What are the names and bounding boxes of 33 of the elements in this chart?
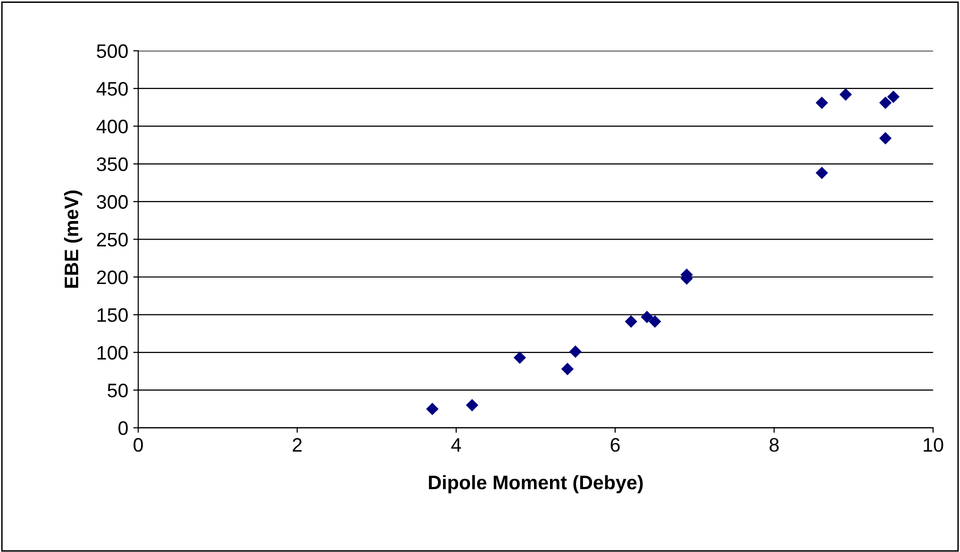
y-tick-label: 500 [96, 44, 128, 58]
x-axis-title: Dipole Moment (Debye) [428, 475, 643, 494]
y-axis-title: EBE (meV) [64, 190, 82, 288]
x-tick-label: 0 [134, 438, 143, 452]
y-tick-label: 350 [96, 157, 128, 172]
y-tick-label: 50 [108, 384, 128, 398]
y-tick-label: 0 [118, 421, 128, 436]
point [569, 345, 582, 358]
point [879, 132, 892, 144]
y-tick-label: 450 [96, 82, 128, 96]
point [561, 362, 574, 376]
point [816, 96, 828, 110]
point [624, 315, 638, 328]
x-tick-label: 8 [770, 438, 779, 452]
point [640, 310, 654, 324]
y-tick-label: 200 [97, 270, 128, 284]
point [466, 398, 478, 412]
y-tick-label: 400 [96, 120, 128, 134]
point [648, 315, 662, 328]
x-tick-label: 4 [451, 438, 462, 452]
point [514, 351, 526, 364]
point [816, 166, 828, 180]
point [887, 90, 900, 103]
y-tick-label: 250 [97, 232, 128, 247]
y-tick-label: 300 [96, 195, 128, 209]
y-tick-label: 150 [98, 308, 128, 322]
point [839, 88, 852, 101]
x-tick-label: 2 [292, 438, 302, 452]
x-tick-label: 10 [924, 438, 944, 452]
x-tick-label: 6 [610, 438, 620, 452]
y-tick-label: 100 [98, 346, 128, 360]
point [879, 96, 892, 110]
point [426, 402, 439, 416]
